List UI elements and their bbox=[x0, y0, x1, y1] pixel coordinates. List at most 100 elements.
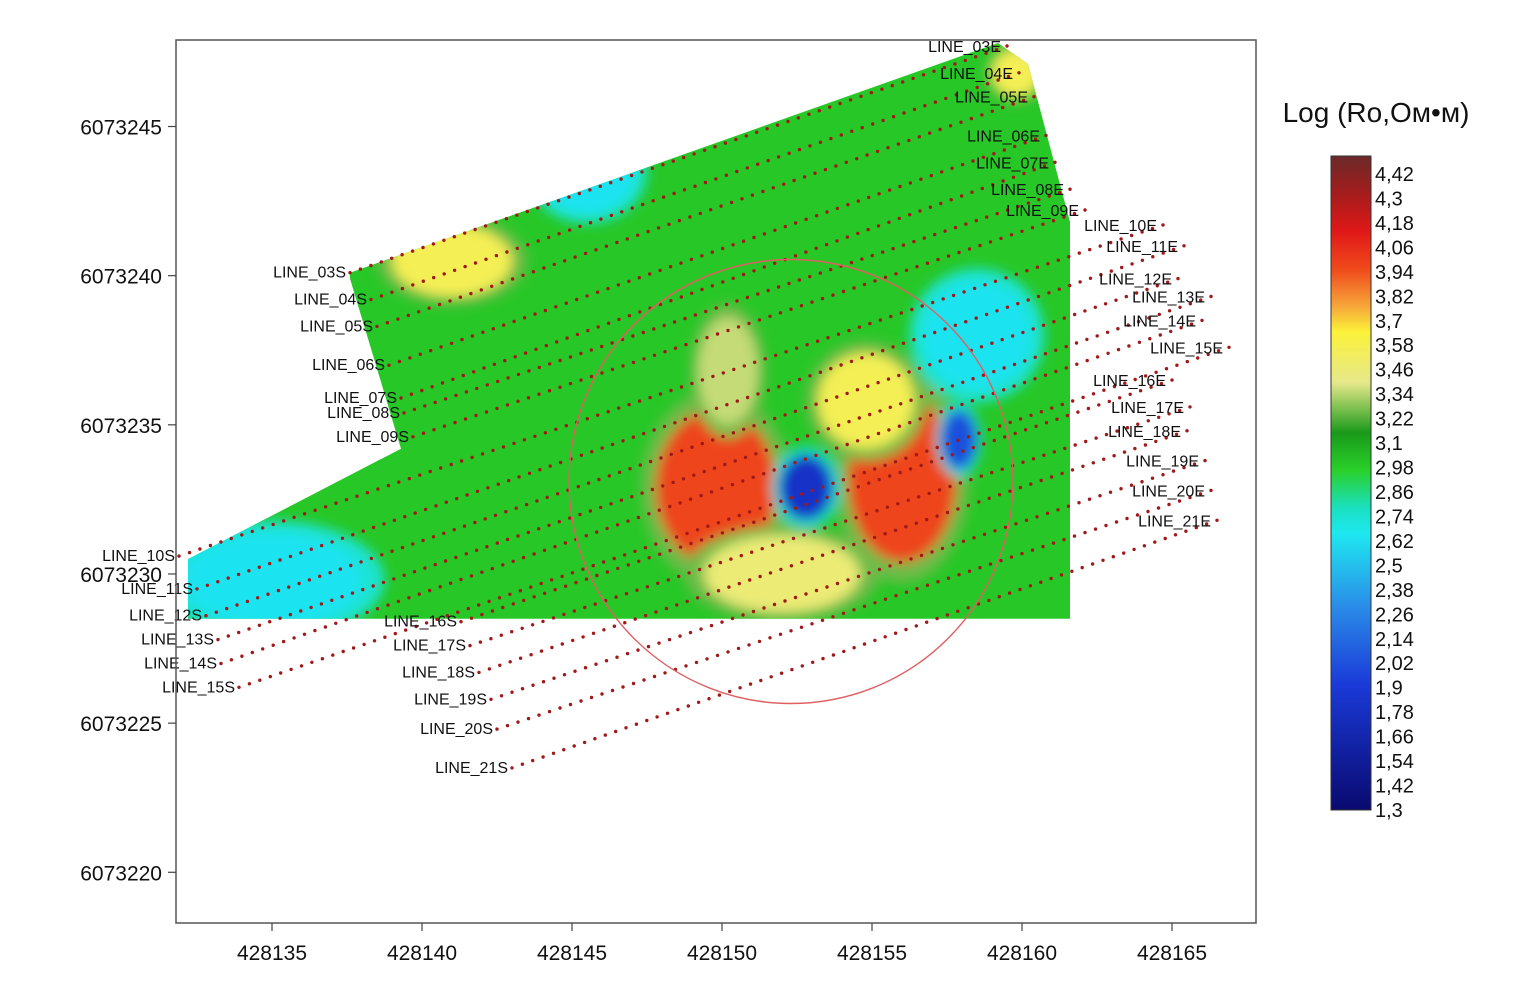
survey-point bbox=[757, 639, 762, 644]
survey-point bbox=[418, 473, 422, 477]
survey-point bbox=[887, 188, 892, 192]
survey-point bbox=[271, 522, 275, 527]
survey-point bbox=[800, 492, 804, 496]
survey-point bbox=[535, 499, 539, 503]
survey-point bbox=[490, 609, 495, 613]
survey-point bbox=[831, 549, 835, 554]
survey-point bbox=[1122, 551, 1126, 555]
survey-point bbox=[941, 297, 945, 301]
survey-point bbox=[1171, 469, 1176, 473]
survey-point bbox=[245, 599, 250, 604]
survey-point bbox=[993, 529, 997, 533]
survey-point bbox=[555, 492, 560, 496]
survey-point bbox=[734, 137, 738, 142]
survey-point bbox=[344, 618, 348, 622]
survey-point bbox=[983, 283, 987, 287]
survey-point bbox=[579, 351, 583, 356]
survey-point bbox=[776, 155, 781, 159]
survey-point bbox=[1047, 194, 1051, 198]
survey-point bbox=[596, 325, 600, 329]
survey-point bbox=[841, 611, 846, 615]
survey-line-line_03 bbox=[348, 44, 1009, 275]
survey-point bbox=[901, 341, 906, 345]
survey-point bbox=[745, 166, 749, 170]
survey-point bbox=[619, 177, 623, 181]
survey-point bbox=[1052, 320, 1056, 324]
survey-point bbox=[655, 715, 659, 719]
survey-point bbox=[855, 157, 859, 161]
survey-point bbox=[1167, 309, 1172, 313]
survey-point bbox=[431, 242, 436, 246]
survey-point bbox=[886, 146, 890, 150]
survey-point bbox=[402, 411, 406, 415]
survey-line-line_11 bbox=[195, 244, 1186, 591]
survey-point bbox=[768, 571, 773, 575]
survey-point bbox=[351, 646, 356, 650]
survey-point bbox=[604, 244, 609, 248]
survey-point bbox=[1000, 337, 1004, 342]
survey-point bbox=[1171, 247, 1176, 252]
survey-point bbox=[673, 346, 678, 350]
survey-point bbox=[878, 318, 883, 322]
survey-point bbox=[568, 702, 573, 707]
survey-point bbox=[453, 420, 457, 425]
colorbar-tick-label: 3,1 bbox=[1375, 433, 1403, 455]
survey-point bbox=[665, 711, 670, 715]
survey-point bbox=[307, 578, 312, 582]
survey-point bbox=[756, 162, 760, 166]
survey-point bbox=[448, 581, 453, 585]
survey-point bbox=[468, 643, 472, 648]
survey-point bbox=[782, 464, 787, 469]
survey-point bbox=[797, 278, 802, 282]
colorbar-tick-label: 1,3 bbox=[1375, 800, 1403, 822]
survey-point bbox=[757, 318, 762, 322]
survey-point bbox=[794, 221, 798, 225]
survey-point bbox=[539, 649, 544, 653]
survey-point bbox=[742, 427, 746, 431]
survey-point bbox=[491, 327, 495, 331]
survey-point bbox=[820, 553, 825, 557]
survey-point bbox=[473, 261, 478, 265]
survey-point bbox=[574, 580, 578, 585]
survey-point bbox=[628, 467, 632, 471]
survey-point bbox=[386, 603, 390, 607]
survey-point bbox=[748, 578, 752, 582]
survey-point bbox=[590, 450, 594, 454]
survey-point bbox=[309, 605, 313, 610]
survey-point bbox=[918, 417, 922, 421]
survey-point bbox=[752, 424, 756, 428]
survey-point bbox=[699, 493, 703, 498]
survey-point bbox=[1032, 168, 1036, 172]
survey-point bbox=[711, 374, 715, 379]
survey-point bbox=[562, 748, 566, 752]
survey-point bbox=[860, 126, 864, 130]
survey-point bbox=[1056, 258, 1061, 262]
survey-point bbox=[625, 651, 630, 656]
survey-point bbox=[689, 541, 693, 546]
survey-point bbox=[859, 94, 863, 99]
survey-point bbox=[731, 276, 735, 280]
survey-point bbox=[1033, 377, 1037, 381]
survey-point bbox=[640, 170, 644, 174]
target-circle bbox=[568, 258, 1014, 705]
survey-line-line_17 bbox=[468, 405, 1192, 648]
survey-point bbox=[933, 100, 938, 104]
survey-point bbox=[814, 453, 818, 458]
survey-point bbox=[720, 620, 724, 624]
survey-point bbox=[667, 637, 672, 642]
y-tick-label: 6073240 bbox=[80, 266, 162, 289]
colorbar-tick-label: 3,46 bbox=[1375, 360, 1414, 382]
survey-point bbox=[247, 569, 251, 573]
survey-point bbox=[560, 642, 564, 646]
survey-point bbox=[485, 545, 489, 549]
line-start-label: LINE_18S bbox=[402, 664, 475, 681]
survey-point bbox=[962, 290, 966, 294]
survey-point bbox=[752, 235, 756, 240]
survey-point bbox=[522, 598, 526, 603]
survey-point bbox=[995, 309, 999, 313]
survey-point bbox=[1150, 476, 1155, 480]
survey-point bbox=[681, 477, 686, 481]
survey-point bbox=[1046, 262, 1050, 266]
survey-point bbox=[866, 435, 870, 439]
survey-point bbox=[885, 505, 890, 509]
